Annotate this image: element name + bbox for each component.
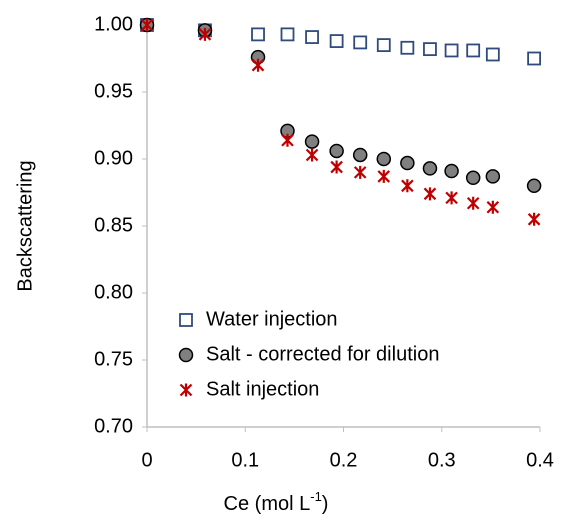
- marker-star: [445, 191, 458, 205]
- x-tick-label: 0.3: [428, 449, 456, 471]
- marker-star: [140, 18, 154, 32]
- marker-square: [376, 38, 391, 52]
- legend-marker: [179, 313, 193, 327]
- y-tick-label: 0.70: [94, 415, 133, 437]
- marker-circle: [485, 169, 501, 184]
- y-tick-label: 0.90: [94, 147, 133, 169]
- y-tick-label: 0.85: [94, 214, 133, 236]
- x-tick-label: 0: [141, 449, 152, 471]
- marker-circle: [444, 163, 459, 179]
- marker-square: [444, 43, 459, 58]
- marker-square: [423, 42, 437, 57]
- x-axis-label-end: ): [322, 493, 329, 515]
- marker-star: [251, 58, 265, 72]
- y-axis-label: Backscattering: [14, 160, 36, 291]
- y-tick-label: 1.00: [94, 13, 133, 35]
- marker-star: [198, 27, 212, 41]
- marker-star: [466, 196, 480, 210]
- legend-marker: [178, 347, 194, 363]
- marker-star: [401, 179, 414, 193]
- x-tick-label: 0.4: [526, 449, 554, 471]
- legend-label: Water injection: [206, 308, 338, 330]
- marker-square: [485, 47, 500, 62]
- marker-circle: [329, 143, 344, 159]
- y-tick-label: 0.75: [94, 348, 133, 370]
- marker-circle: [526, 178, 542, 194]
- marker-star: [423, 187, 437, 201]
- marker-square: [251, 27, 265, 42]
- y-tick-label: 0.95: [94, 80, 133, 102]
- x-tick-label: 0.2: [330, 449, 358, 471]
- marker-square: [305, 30, 319, 44]
- marker-square: [353, 35, 368, 50]
- marker-star: [486, 200, 500, 214]
- y-tick-label: 0.80: [94, 281, 133, 303]
- marker-circle: [376, 151, 392, 167]
- marker-star: [305, 148, 319, 162]
- marker-star: [353, 165, 367, 179]
- marker-square: [400, 40, 415, 55]
- x-axis-label: Ce (mol L-1): [224, 489, 329, 515]
- marker-square: [329, 34, 344, 48]
- marker-circle: [304, 134, 320, 149]
- marker-star: [281, 133, 294, 147]
- marker-circle: [400, 155, 415, 171]
- marker-square: [527, 51, 542, 66]
- marker-square: [280, 27, 295, 42]
- x-axis-label-text: Ce (mol L: [224, 493, 311, 515]
- marker-star: [330, 160, 343, 174]
- marker-square: [466, 43, 481, 58]
- legend-label: Salt injection: [206, 378, 319, 400]
- marker-circle: [352, 147, 368, 163]
- marker-star: [527, 212, 541, 226]
- marker-circle: [465, 170, 481, 186]
- legend-label: Salt - corrected for dilution: [206, 343, 439, 365]
- x-tick-label: 0.1: [231, 449, 259, 471]
- marker-star: [377, 169, 391, 183]
- x-axis-label-sup: -1: [310, 489, 322, 504]
- marker-circle: [422, 161, 438, 176]
- legend-marker: [179, 383, 193, 397]
